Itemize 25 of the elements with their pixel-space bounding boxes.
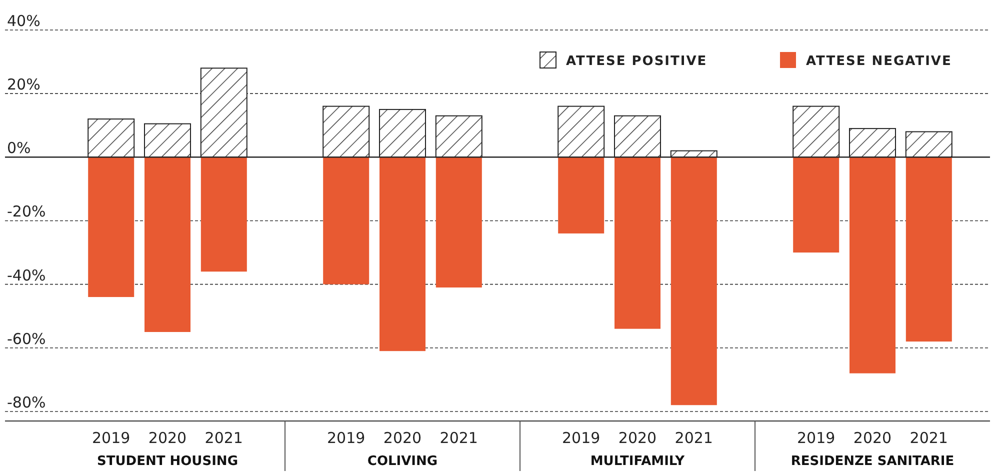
text: STUDENT HOUSING [97, 454, 238, 469]
legend-label: ATTESE NEGATIVE [806, 54, 952, 69]
y-tick-label: 40% [7, 12, 40, 30]
y-tick-label: -80% [7, 393, 46, 412]
x-tick-label: 2019 [92, 429, 130, 447]
y-tick-label: -20% [7, 202, 46, 221]
x-tick-label: 2020 [618, 429, 657, 447]
y-tick-label: -60% [7, 330, 46, 348]
legend-label: ATTESE POSITIVE [566, 54, 708, 69]
x-tick-label: 2019 [797, 429, 836, 447]
text: COLIVING [367, 454, 438, 469]
y-tick-label: 0% [7, 139, 31, 158]
x-tick-label: 2020 [148, 429, 187, 447]
x-tick-label: 2019 [327, 429, 366, 447]
x-tick-label: 2020 [383, 429, 422, 447]
x-tick-label: 2021 [204, 429, 243, 447]
x-tick-label: 2019 [562, 429, 600, 447]
text: MULTIFAMILY [590, 454, 686, 469]
y-tick-label: -40% [7, 266, 46, 284]
x-tick-label: 2021 [440, 429, 478, 447]
x-tick-label: 2021 [910, 429, 948, 447]
x-tick-label: 2021 [674, 429, 713, 447]
x-tick-label: 2020 [853, 429, 892, 447]
text: RESIDENZE SANITARIE [790, 454, 954, 469]
y-tick-label: 20% [7, 76, 40, 94]
